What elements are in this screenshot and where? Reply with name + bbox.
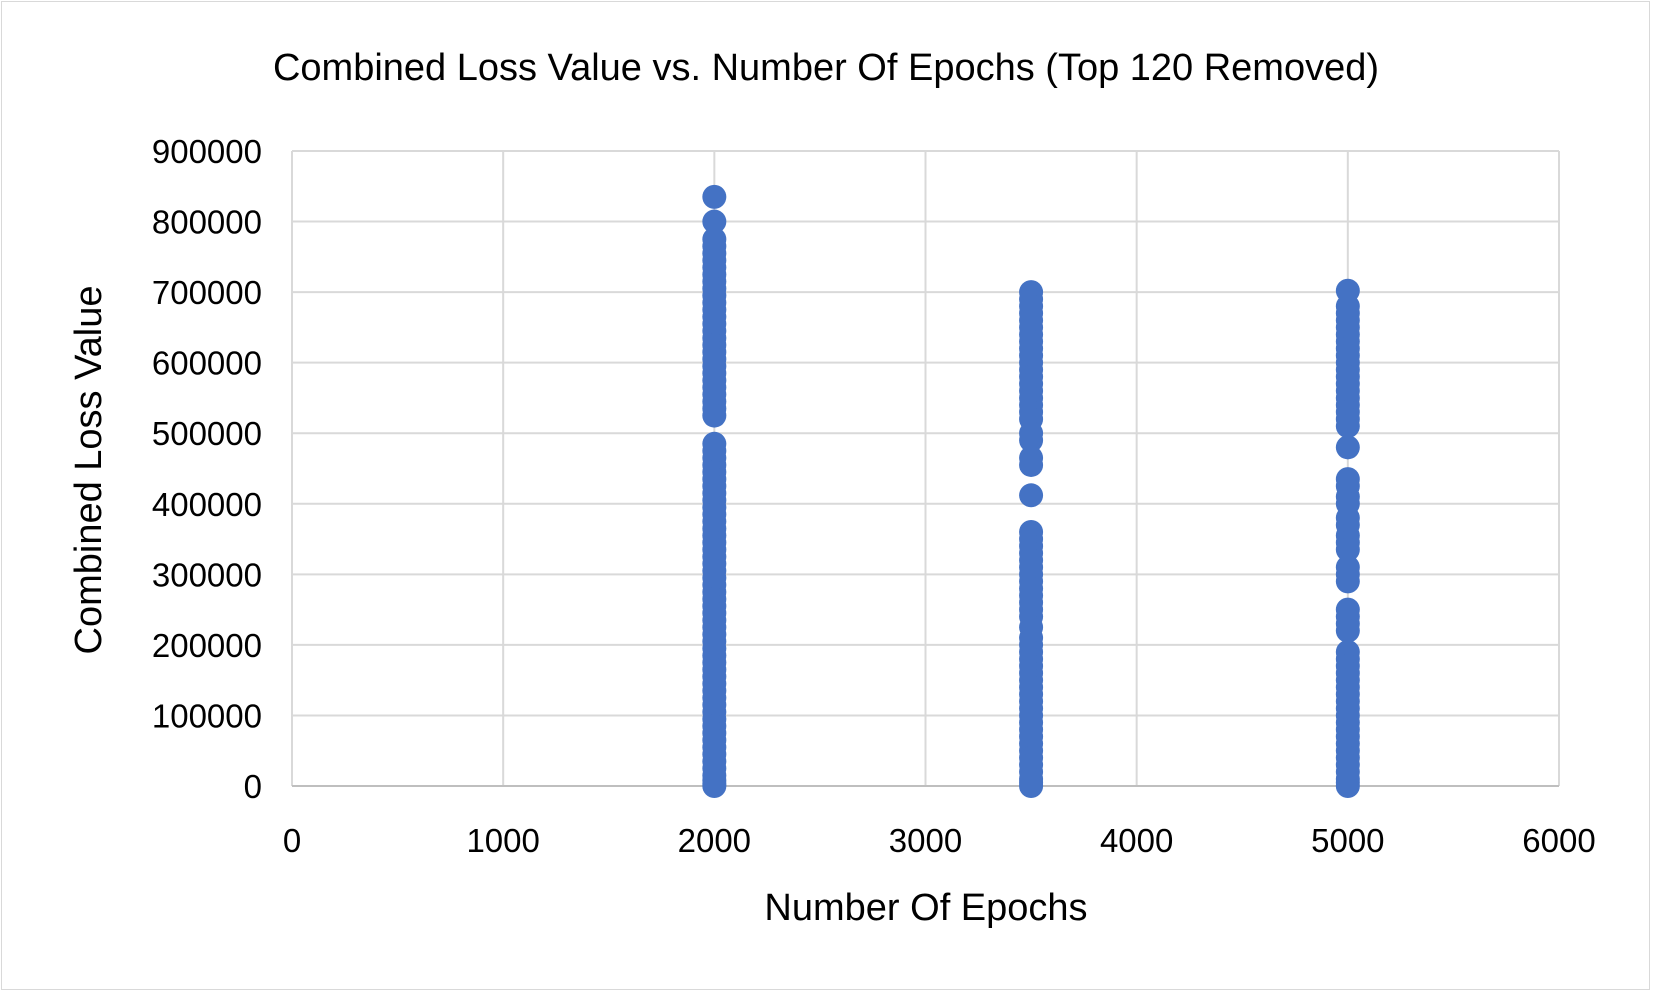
data-point	[1335, 414, 1360, 439]
data-point	[1019, 452, 1044, 477]
data-point	[1335, 774, 1360, 798]
x-tick-label: 5000	[1311, 822, 1384, 859]
data-point	[702, 209, 727, 234]
x-tick-label: 1000	[466, 822, 539, 859]
y-tick-label: 0	[244, 768, 262, 805]
y-tick-label: 700000	[152, 274, 262, 311]
x-tick-label: 6000	[1522, 822, 1595, 859]
y-tick-label: 300000	[152, 556, 262, 593]
y-tick-label: 600000	[152, 345, 262, 382]
data-point	[1019, 428, 1044, 453]
tick-labels: 0 100000 200000 300000 400000 500000 600000 700…	[152, 133, 1596, 859]
data-point	[1335, 435, 1360, 460]
data-points	[702, 184, 1360, 798]
x-axis-title: Number Of Epochs	[764, 887, 1087, 929]
x-tick-label: 3000	[889, 822, 962, 859]
data-point	[1335, 537, 1360, 562]
data-point	[1019, 483, 1044, 508]
data-point	[702, 403, 727, 428]
data-point	[702, 774, 727, 798]
data-point	[1335, 569, 1360, 594]
data-point	[702, 184, 727, 209]
data-point	[1335, 618, 1360, 643]
y-axis-title: Combined Loss Value	[68, 286, 110, 655]
y-tick-label: 500000	[152, 415, 262, 452]
y-tick-label: 800000	[152, 204, 262, 241]
x-tick-label: 2000	[678, 822, 751, 859]
gridlines	[291, 150, 1560, 786]
x-tick-label: 4000	[1100, 822, 1173, 859]
y-tick-label: 200000	[152, 627, 262, 664]
data-point	[1019, 774, 1044, 798]
y-tick-label: 400000	[152, 486, 262, 523]
chart-title: Combined Loss Value vs. Number Of Epochs…	[273, 47, 1379, 89]
y-tick-label: 100000	[152, 697, 262, 734]
y-tick-label: 900000	[152, 133, 262, 170]
x-tick-label: 0	[283, 822, 301, 859]
